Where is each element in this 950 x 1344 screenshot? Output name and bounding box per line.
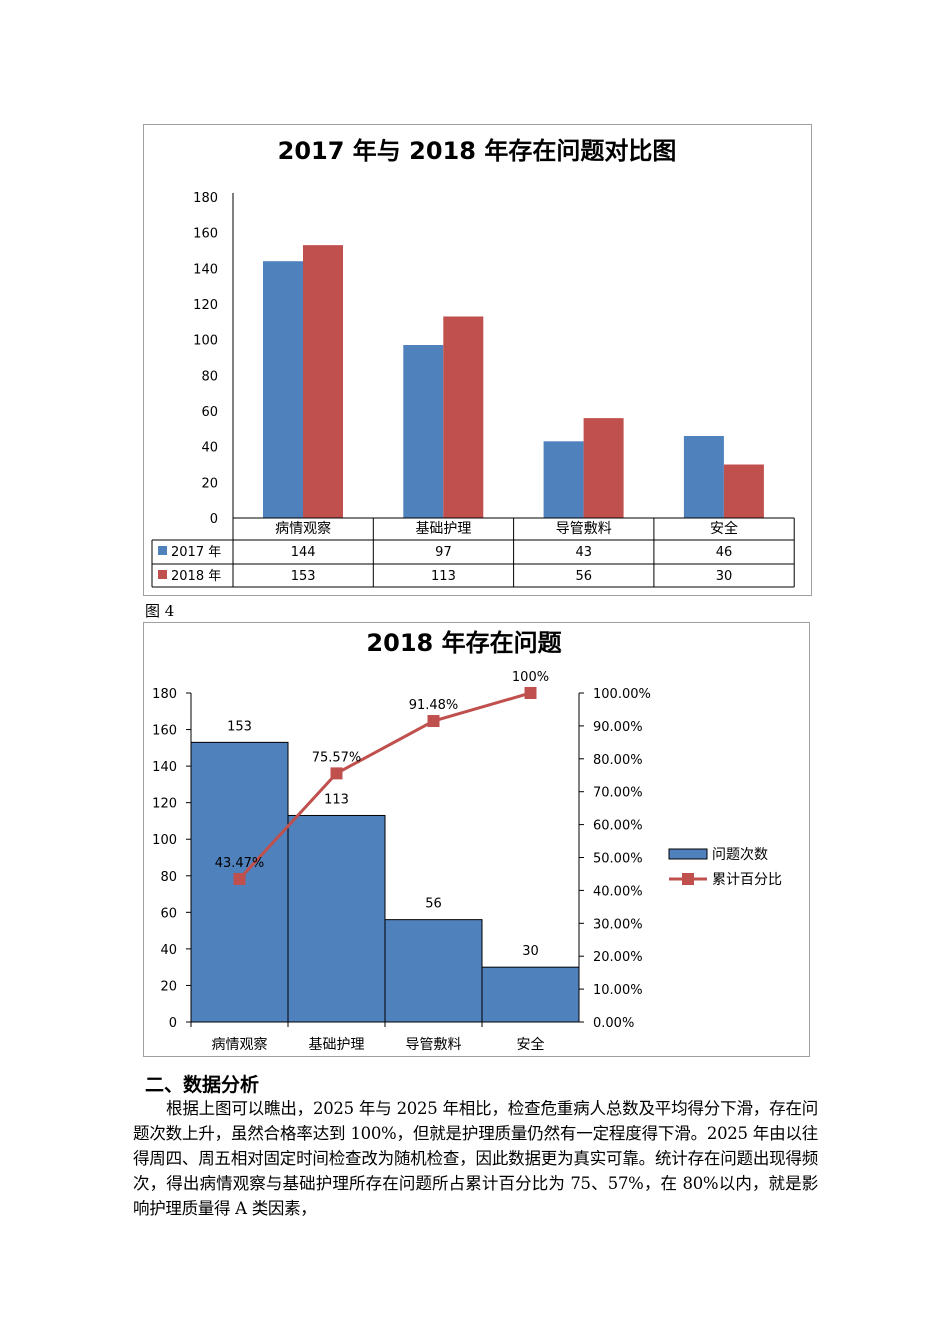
chart-title: 2017 年与 2018 年存在问题对比图 (278, 137, 677, 165)
y2-tick-label: 80.00% (593, 753, 643, 768)
bar-data-label: 153 (227, 719, 252, 734)
legend-swatch-bar (668, 848, 708, 860)
y-tick-label: 180 (193, 191, 218, 206)
data-label: 46 (716, 545, 733, 560)
y-tick-label: 0 (169, 1016, 177, 1031)
y2-tick-label: 40.00% (593, 884, 643, 899)
y-tick-label: 20 (160, 979, 177, 994)
bar-data-label: 30 (522, 944, 539, 959)
bar-2018 (443, 316, 484, 518)
legend-label: 问题次数 (712, 847, 768, 863)
bar-2017 (543, 441, 584, 518)
cumulative-line (238, 691, 531, 880)
bar-2017 (683, 435, 724, 518)
y2-tick-label: 50.00% (593, 852, 643, 867)
y2-tick-label: 0.00% (593, 1016, 634, 1031)
bar-data-label: 113 (324, 792, 349, 807)
bar-2017 (263, 261, 303, 518)
y2-tick-label: 30.00% (593, 917, 643, 932)
bar-2017 (403, 345, 444, 518)
line-marker (330, 767, 343, 780)
y-tick-label: 120 (193, 298, 218, 313)
category-label: 安全 (517, 1036, 545, 1053)
category-label: 安全 (710, 520, 738, 537)
y2-tick-label: 90.00% (593, 720, 643, 735)
data-label: 97 (435, 545, 452, 560)
legend-label: 2017 年 (171, 545, 221, 560)
y-tick-label: 40 (201, 441, 218, 456)
category-label: 病情观察 (275, 520, 331, 537)
line-data-label: 100% (512, 670, 549, 685)
legend-label: 2018 年 (171, 569, 221, 584)
bar (287, 814, 386, 1023)
y-tick-label: 180 (152, 687, 177, 702)
comparison-chart-svg: 2017 年与 2018 年存在问题对比图 0 20 40 60 80 100 120 140… (151, 137, 795, 588)
y-tick-label: 100 (152, 833, 177, 848)
bar-2018 (723, 464, 764, 518)
y-tick-label: 100 (193, 334, 218, 349)
y-tick-label: 60 (201, 405, 218, 420)
legend-swatch (158, 546, 167, 555)
y-tick-label: 20 (201, 476, 218, 491)
y2-tick-label: 10.00% (593, 983, 643, 998)
line-marker (524, 687, 537, 699)
y-tick-label: 80 (201, 369, 218, 384)
data-label: 113 (431, 569, 456, 584)
data-label: 30 (716, 569, 733, 584)
line-marker (233, 872, 246, 885)
section-heading: 二、数据分析 (145, 1074, 260, 1096)
line-data-label: 91.48% (409, 698, 459, 713)
chart-title: 2018 年存在问题 (366, 629, 561, 657)
pareto-chart: 2018 年存在问题 0 20 40 60 80 100 120 140 160 180 0.00%… (143, 622, 810, 1057)
y2-tick-label: 20.00% (593, 950, 643, 965)
y-tick-label: 60 (160, 906, 177, 921)
legend-marker (682, 873, 694, 885)
category-label: 病情观察 (212, 1036, 268, 1053)
line-data-label: 43.47% (215, 856, 265, 871)
data-label: 56 (575, 569, 592, 584)
pareto-chart-svg: 2018 年存在问题 0 20 40 60 80 100 120 140 160 180 0.00%… (152, 629, 782, 1053)
y-tick-label: 140 (152, 760, 177, 775)
legend-label: 累计百分比 (712, 872, 782, 888)
bar (481, 966, 580, 1023)
data-label: 153 (291, 569, 316, 584)
data-label: 43 (575, 545, 592, 560)
category-label: 导管敷料 (406, 1037, 462, 1053)
y-tick-label: 160 (193, 227, 218, 242)
y-tick-label: 160 (152, 724, 177, 739)
y-tick-label: 80 (160, 870, 177, 885)
figure-label: 图 4 (145, 602, 175, 620)
y-tick-label: 140 (193, 262, 218, 277)
y-tick-label: 40 (160, 943, 177, 958)
category-label: 导管敷料 (556, 521, 612, 537)
legend-swatch (158, 570, 167, 579)
bar-data-label: 56 (425, 897, 442, 912)
comparison-chart: 2017 年与 2018 年存在问题对比图 0 20 40 60 80 100 120 140… (143, 124, 812, 596)
y2-tick-label: 100.00% (593, 687, 651, 702)
y2-tick-label: 70.00% (593, 786, 643, 801)
y2-tick-label: 60.00% (593, 819, 643, 834)
line-marker (427, 715, 440, 728)
category-label: 基础护理 (415, 520, 471, 537)
data-label: 144 (291, 545, 316, 560)
bar-2018 (583, 418, 624, 518)
category-label: 基础护理 (309, 1036, 365, 1053)
bar-2018 (303, 245, 343, 518)
y-tick-label: 0 (210, 512, 218, 527)
y-tick-label: 120 (152, 797, 177, 812)
bar (384, 919, 483, 1023)
line-data-label: 75.57% (312, 750, 362, 765)
analysis-paragraph: 根据上图可以瞧出，2025 年与 2025 年相比，检查危重病人总数及平均得分下… (133, 1099, 818, 1218)
